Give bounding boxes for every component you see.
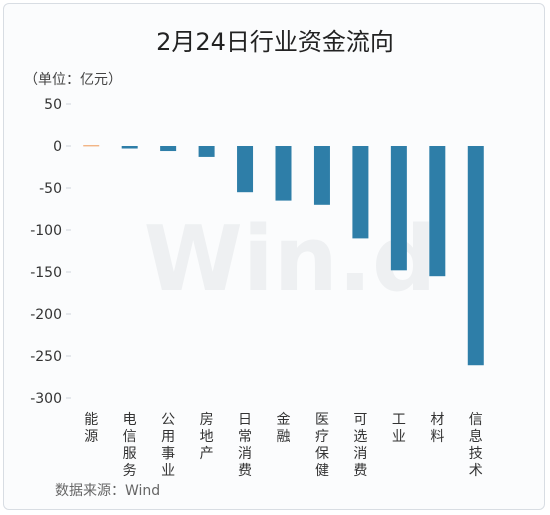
y-tick-label: -150 (30, 265, 62, 281)
y-tick-label: -50 (39, 181, 62, 197)
x-tick-label: 医疗保健 (315, 412, 329, 479)
bar (275, 146, 292, 201)
y-axis: 50 0 -50 -100 -150 -200 -250 -300 (30, 97, 71, 407)
bar (198, 146, 215, 157)
watermark: Win.d (144, 207, 437, 312)
y-tick-label: -100 (30, 223, 62, 239)
y-tick-label: 50 (44, 97, 62, 113)
x-tick-label: 信息技术 (469, 412, 483, 479)
x-tick-label: 日常消费 (238, 412, 252, 479)
bar (160, 146, 177, 152)
y-tick-label: -200 (30, 307, 62, 323)
bars (83, 145, 484, 366)
bar (429, 146, 446, 277)
x-tick-label: 能源 (84, 412, 98, 445)
bar (467, 146, 484, 366)
chart-frame (3, 3, 545, 510)
source-note: 数据来源：Wind (55, 483, 160, 499)
bar (83, 145, 100, 147)
chart-title: 2月24日行业资金流向 (156, 28, 394, 56)
y-tick-label: -300 (30, 391, 62, 407)
bar (121, 146, 138, 149)
x-tick-label: 可选消费 (353, 412, 367, 479)
x-tick-label: 材料 (430, 412, 444, 445)
x-tick-label: 金融 (277, 412, 291, 445)
y-tick-label: 0 (53, 139, 62, 155)
bar (390, 146, 407, 271)
bar (313, 146, 330, 205)
y-tick-label: -250 (30, 349, 62, 365)
x-tick-label: 公用事业 (161, 412, 175, 479)
bar (352, 146, 369, 239)
x-tick-label: 电信服务 (123, 412, 137, 479)
x-tick-label: 房地产 (200, 412, 214, 462)
bar (237, 146, 254, 193)
unit-label: （单位：亿元） (24, 72, 122, 88)
x-tick-label: 工业 (392, 412, 406, 445)
